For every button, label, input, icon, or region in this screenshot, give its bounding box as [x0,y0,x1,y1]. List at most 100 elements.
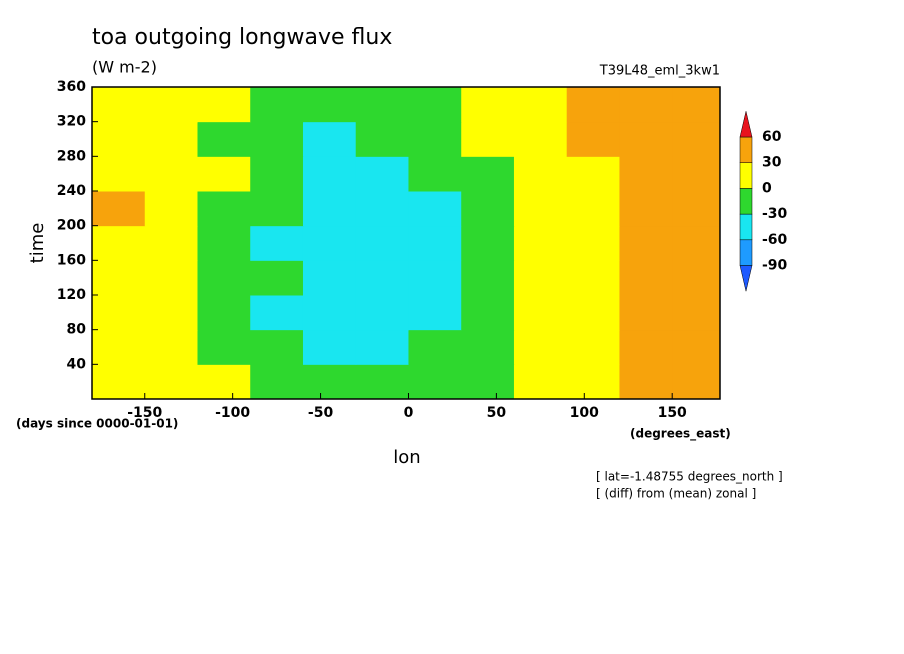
cell [619,295,673,331]
cell [408,225,462,261]
cell [144,191,198,227]
colorbar-label: 30 [762,155,782,171]
cell [197,156,251,192]
cell [619,156,673,192]
cell [408,191,462,227]
cell [672,156,720,192]
cell [197,191,251,227]
cell [355,191,409,227]
cell [92,87,146,123]
x-tick-label: -150 [127,405,162,421]
x-axis-label: lon [393,447,420,468]
cell [566,225,620,261]
cell [566,260,620,296]
colorbar-label: -90 [762,258,788,274]
cell [197,225,251,261]
colorbar-swatch [739,136,753,163]
subtitle: (W m-2) [92,58,157,77]
cell [672,87,720,123]
cell [144,225,198,261]
cell [355,121,409,157]
cell [302,364,357,399]
cell [619,260,673,296]
colorbar-label: -60 [762,232,788,248]
cell [513,191,568,227]
cell [672,191,720,227]
cell [250,329,304,365]
cell [250,87,304,123]
colorbar-swatch [739,188,753,215]
plot-frame [91,86,721,400]
cell [355,87,409,123]
cell [619,364,673,399]
cell [672,329,720,365]
cell [513,87,568,123]
cell [672,260,720,296]
y-tick-label: 360 [57,79,86,95]
cell [197,295,251,331]
cell [302,329,357,365]
cell [250,191,304,227]
cell [513,156,568,192]
y-tick-label: 200 [57,218,86,234]
cell [355,364,409,399]
cell [619,121,673,157]
cell [461,295,515,331]
x-tick-label: 100 [570,405,599,421]
cell [566,191,620,227]
cell [250,156,304,192]
cell [302,260,357,296]
colorbar-label: -30 [762,206,788,222]
cell [566,295,620,331]
cell [619,87,673,123]
cell [672,295,720,331]
field [92,87,720,399]
cell [566,156,620,192]
cell [92,364,146,399]
cell [619,225,673,261]
cell [92,156,146,192]
colorbar-swatch [739,239,753,266]
chart-title: toa outgoing longwave flux [92,25,392,50]
y-tick-label: 320 [57,114,86,130]
cell [250,260,304,296]
cell [144,329,198,365]
cell [302,156,357,192]
cell [619,191,673,227]
x-units: (degrees_east) [630,427,731,442]
cell [144,364,198,399]
y-tick-label: 240 [57,183,86,199]
cell [250,295,304,331]
cell [355,156,409,192]
x-tick-label: -100 [215,405,250,421]
cell [513,225,568,261]
cell [355,295,409,331]
cell [144,295,198,331]
cell [461,329,515,365]
cell [513,121,568,157]
cell [461,260,515,296]
cell [672,364,720,399]
cell [355,225,409,261]
cell [92,225,146,261]
cell [513,295,568,331]
y-tick-label: 120 [57,287,86,303]
x-tick-label: 150 [658,405,687,421]
cell [144,87,198,123]
cell [250,121,304,157]
cell [302,295,357,331]
cell [197,121,251,157]
cell [408,364,462,399]
colorbar-swatch [739,162,753,189]
cell [566,364,620,399]
cell [566,121,620,157]
colorbar-swatch [739,213,753,241]
cell [408,329,462,365]
cell [92,295,146,331]
cell [92,329,146,365]
cell [672,121,720,157]
cell [672,225,720,261]
y-tick-label: 80 [67,322,87,338]
cell [144,156,198,192]
y-axis-label: time [27,223,48,264]
